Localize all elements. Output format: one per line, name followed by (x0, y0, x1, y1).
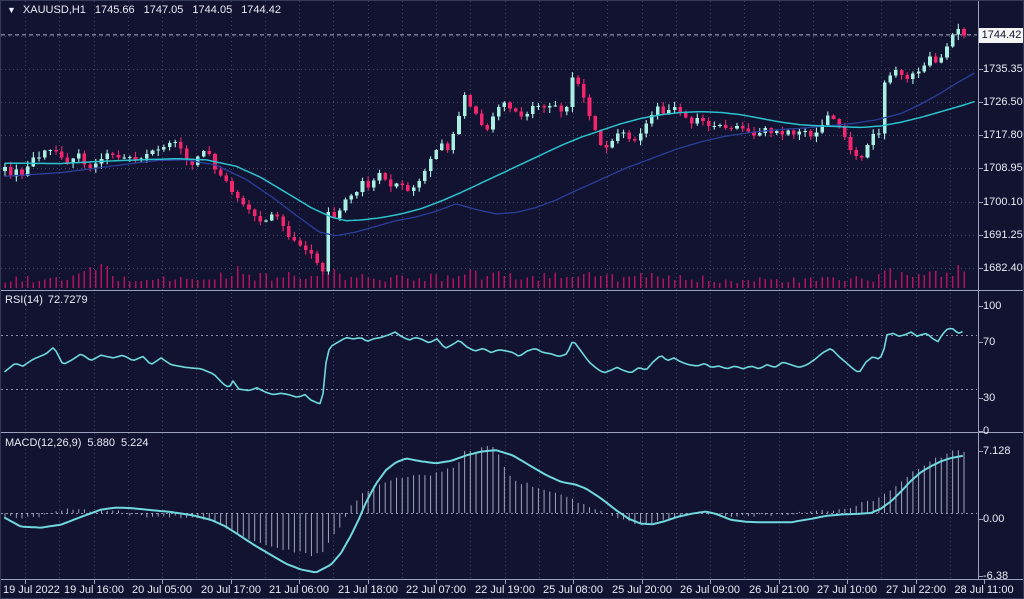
time-label: 26 Jul 09:00 (680, 584, 740, 596)
price-scale-label: 1717.80 (983, 129, 1023, 141)
price-scale-label: 1700.10 (983, 196, 1023, 208)
volume-bars (4, 263, 965, 288)
ohlc-high: 1747.05 (143, 4, 184, 16)
rsi-scale-label: 0 (983, 425, 990, 437)
symbol-dropdown-icon[interactable]: ▼ (7, 5, 16, 15)
rsi-line (4, 327, 963, 405)
macd-scale-label: -6.38 (983, 570, 1009, 582)
rsi-value: 72.7279 (47, 294, 88, 306)
macd-plot (4, 445, 965, 574)
time-label: 25 Jul 08:00 (543, 584, 603, 596)
pane-frame (1, 1, 1023, 584)
macd-scale-label: 0.00 (983, 513, 1005, 525)
rsi-scale-label: 70 (983, 336, 996, 348)
time-label: 19 Jul 16:00 (64, 584, 124, 596)
time-label: 28 Jul 11:00 (954, 584, 1014, 596)
macd-scale-label: 7.128 (983, 445, 1011, 457)
time-label: 25 Jul 20:00 (612, 584, 672, 596)
time-label: 21 Jul 06:00 (269, 584, 329, 596)
time-label: 20 Jul 17:00 (201, 584, 261, 596)
ohlc-open: 1745.66 (94, 4, 135, 16)
rsi-name: RSI(14) (5, 294, 43, 306)
time-label: 20 Jul 05:00 (132, 584, 192, 596)
price-scale-label: 1691.25 (983, 229, 1023, 241)
macd-indicator-label: MACD(12,26,9) 5.880 5.224 (5, 437, 148, 449)
time-label: 21 Jul 18:00 (338, 584, 398, 596)
macd-value-main: 5.880 (87, 437, 115, 449)
rsi-scale-label: 100 (983, 300, 1002, 312)
ohlc-low: 1744.05 (192, 4, 233, 16)
rsi-indicator-label: RSI(14) 72.7279 (5, 294, 88, 306)
price-scale-label: 1735.35 (983, 63, 1023, 75)
macd-name: MACD(12,26,9) (5, 437, 82, 449)
ohlc-close: 1744.42 (241, 4, 281, 16)
macd-value-signal: 5.224 (120, 437, 149, 449)
time-label: 19 Jul 2022 (3, 584, 60, 596)
time-label: 27 Jul 22:00 (886, 584, 946, 596)
time-label: 27 Jul 10:00 (817, 584, 877, 596)
chart-header: ▼ XAUUSD,H1 1745.66 1747.05 1744.05 1744… (7, 4, 281, 16)
grid (1, 1, 977, 578)
price-scale-label: 1708.95 (983, 162, 1023, 174)
time-label: 22 Jul 19:00 (475, 584, 535, 596)
price-scale-label: 1682.40 (983, 262, 1023, 274)
candlesticks (3, 23, 966, 275)
rsi-scale-label: 30 (983, 392, 996, 404)
price-scale-label: 1726.50 (983, 96, 1023, 108)
current-price-badge: 1744.42 (979, 28, 1023, 43)
symbol-label: XAUUSD,H1 (22, 4, 86, 16)
moving-averages (4, 72, 975, 237)
time-label: 26 Jul 21:00 (749, 584, 809, 596)
time-label: 22 Jul 07:00 (406, 584, 466, 596)
